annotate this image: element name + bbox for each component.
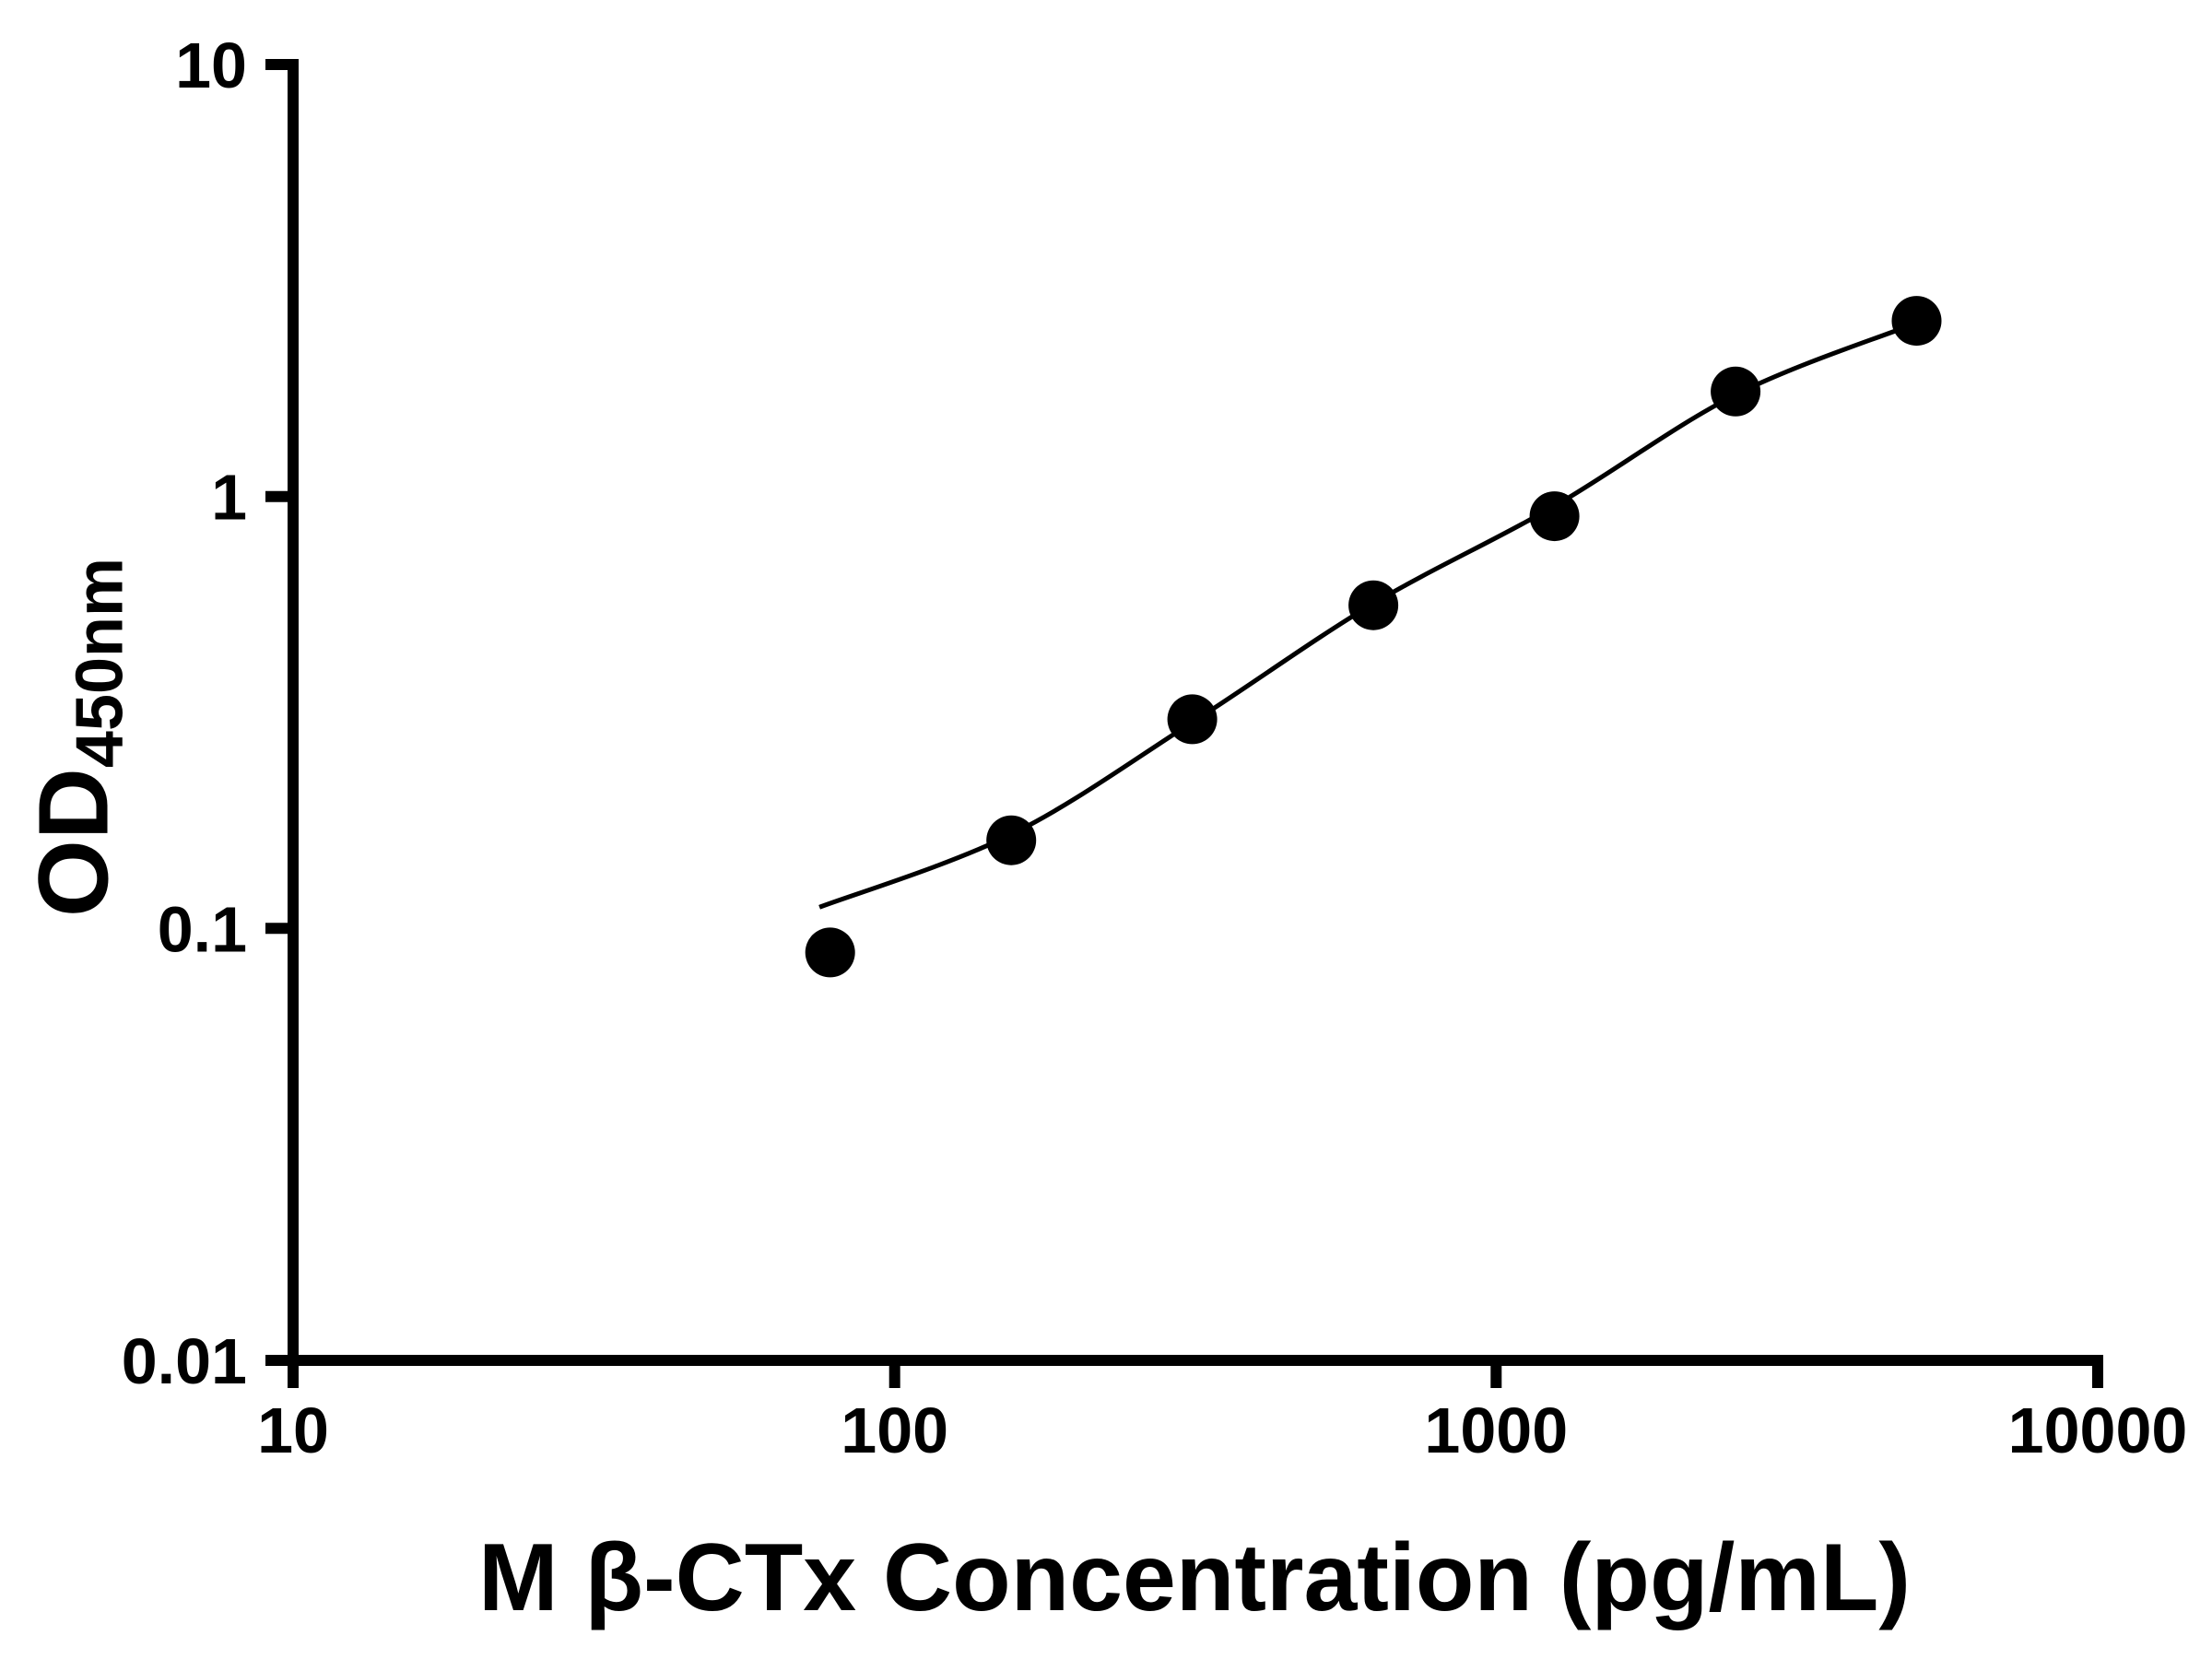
data-point: [1348, 580, 1399, 630]
data-point: [1711, 366, 1761, 417]
data-point: [986, 815, 1037, 865]
data-point: [1529, 491, 1580, 542]
x-tick-label: 1000: [1424, 1394, 1568, 1466]
y-tick-label: 0.1: [158, 893, 247, 965]
x-axis-title: M β-CTx Concentration (pg/mL): [477, 1524, 1912, 1631]
data-point: [805, 927, 855, 978]
x-tick-label: 100: [841, 1394, 948, 1466]
y-axis-title-main: OD: [17, 768, 129, 918]
axis-spines: [288, 59, 2103, 1366]
y-tick-label: 1: [211, 462, 247, 534]
y-tick-label: 0.01: [122, 1325, 247, 1397]
x-tick-label: 10000: [2008, 1394, 2188, 1466]
y-axis-title-subscript: 450nm: [63, 557, 137, 769]
data-point: [1167, 694, 1218, 745]
y-axis-title: OD450nm: [18, 557, 137, 917]
x-tick-label: 10: [257, 1394, 329, 1466]
data-point: [1891, 296, 1942, 347]
y-tick-label: 10: [175, 29, 247, 101]
